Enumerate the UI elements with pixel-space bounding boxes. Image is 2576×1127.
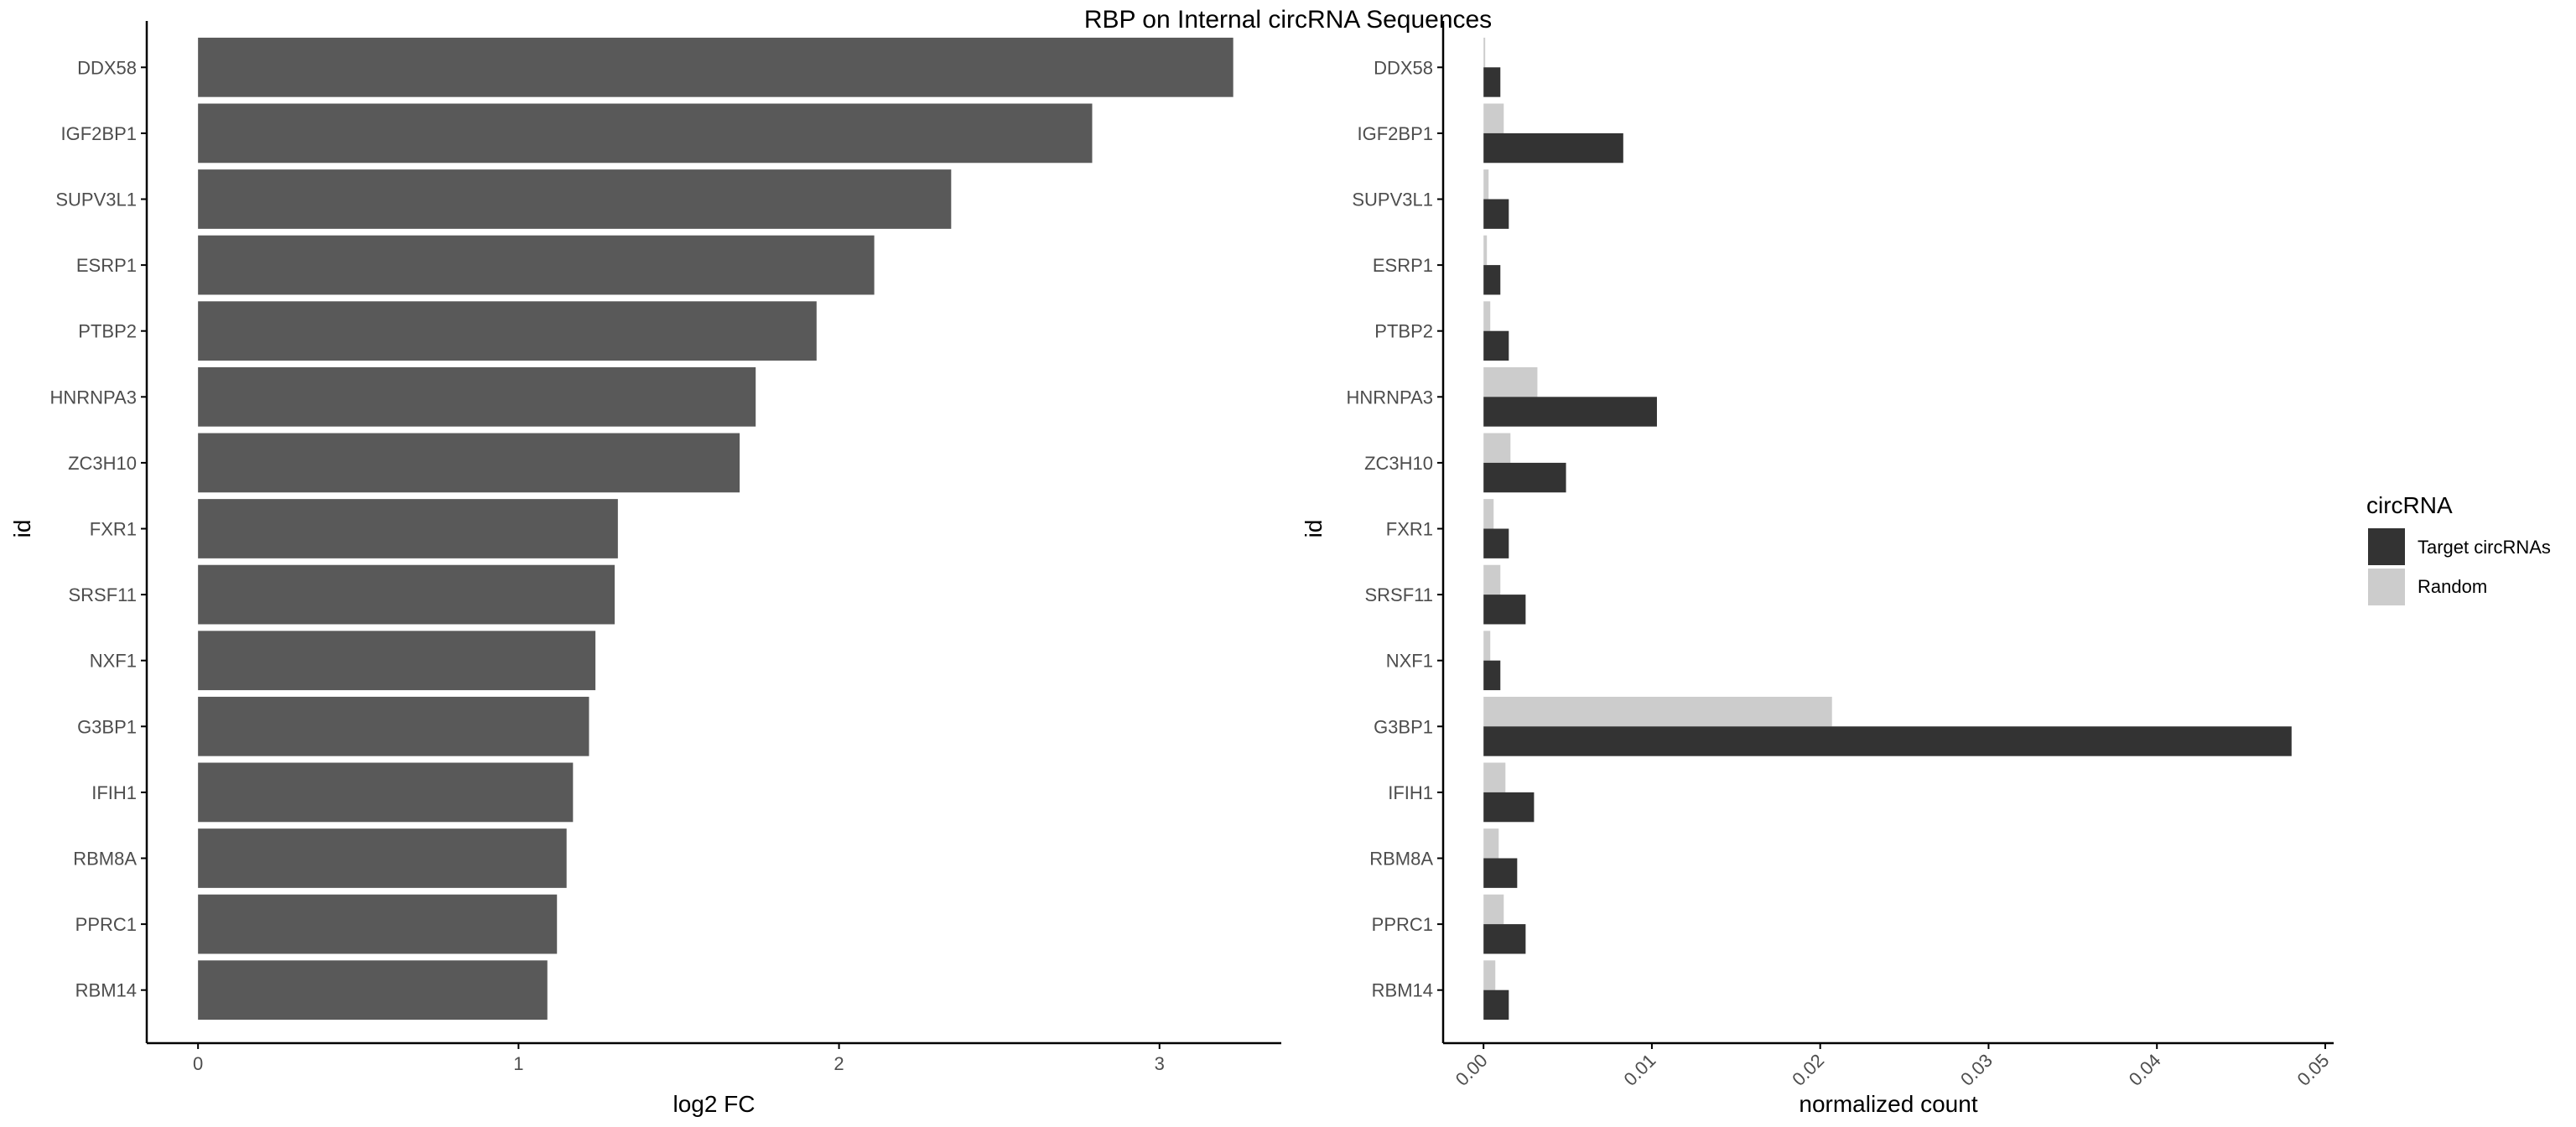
x-tick-label: 2 — [834, 1053, 844, 1074]
y-tick-label: HNRNPA3 — [1346, 387, 1433, 408]
x-tick-label: 1 — [513, 1053, 523, 1074]
bar-target — [1483, 660, 1501, 691]
bar — [198, 894, 558, 954]
bar-random — [1483, 235, 1488, 266]
x-tick-label: 0.01 — [1620, 1050, 1660, 1090]
bar-random — [1483, 960, 1496, 990]
y-tick-label: PTBP2 — [78, 321, 137, 342]
y-tick-label: ESRP1 — [76, 255, 137, 276]
y-tick-label: SRSF11 — [1364, 584, 1433, 605]
bar-random — [1483, 696, 1832, 727]
y-tick-label: RBM8A — [1369, 849, 1433, 870]
bar — [198, 301, 817, 361]
bar-target — [1483, 528, 1509, 558]
x-tick-label: 0.04 — [2125, 1050, 2165, 1090]
x-tick-label: 0.02 — [1788, 1050, 1828, 1090]
bar-random — [1483, 631, 1491, 661]
bar-target — [1483, 265, 1501, 295]
legend-label-target: Target circRNAs — [2418, 537, 2551, 558]
legend-key-target — [2368, 528, 2405, 565]
x-tick-label: 0 — [193, 1053, 203, 1074]
legend: circRNA Target circRNAs Random — [2366, 492, 2551, 605]
bar-random — [1483, 762, 1506, 792]
bar-target — [1483, 858, 1518, 888]
legend-label-random: Random — [2418, 576, 2487, 597]
y-tick-label: ZC3H10 — [1364, 453, 1433, 474]
y-tick-label: IGF2BP1 — [61, 123, 137, 144]
y-tick-label: PTBP2 — [1374, 321, 1433, 342]
bar-random — [1483, 564, 1501, 595]
y-tick-label: NXF1 — [90, 651, 137, 672]
y-tick-label: DDX58 — [1374, 57, 1433, 78]
bar-random — [1483, 433, 1511, 463]
bar-target — [1483, 330, 1509, 361]
x-tick-label: 0.03 — [1956, 1050, 1997, 1090]
y-tick-label: ZC3H10 — [68, 453, 137, 474]
y-tick-label: RBM14 — [1372, 980, 1433, 1001]
y-tick-label: HNRNPA3 — [49, 387, 137, 408]
y-tick-label: G3BP1 — [1374, 716, 1433, 737]
y-tick-label: IFIH1 — [91, 782, 137, 803]
legend-title: circRNA — [2366, 492, 2453, 518]
bar-target — [1483, 924, 1526, 954]
y-tick-label: PPRC1 — [1372, 914, 1433, 935]
bar-target — [1483, 132, 1623, 164]
bar — [198, 366, 756, 427]
bar-random — [1483, 169, 1489, 200]
bar — [198, 564, 615, 625]
y-tick-label: FXR1 — [90, 519, 137, 540]
bar-random — [1483, 103, 1504, 133]
y-tick-label: SUPV3L1 — [55, 190, 137, 210]
bar-random — [1483, 499, 1494, 529]
bar — [198, 37, 1233, 97]
bar — [198, 499, 618, 558]
log2fc-panel: DDX58 IGF2BP1 SUPV3L1 ESRP1 PTBP2 HNRNPA3 ZC3H… — [9, 21, 1281, 1117]
bar-target — [1483, 989, 1509, 1021]
bar — [198, 696, 589, 756]
y-tick-label: SRSF11 — [68, 584, 137, 605]
bar-target — [1483, 726, 2292, 756]
chart-title: RBP on Internal circRNA Sequences — [1084, 6, 1492, 34]
bar-random — [1483, 366, 1538, 397]
legend-key-random — [2368, 569, 2405, 605]
y-axis-title: id — [1301, 520, 1327, 538]
bar-target — [1483, 595, 1526, 625]
bar — [198, 433, 740, 493]
bar-random — [1483, 894, 1504, 925]
bar-target — [1483, 462, 1566, 493]
y-tick-label: PPRC1 — [75, 914, 137, 935]
y-tick-label: RBM8A — [73, 849, 137, 870]
y-tick-label: IFIH1 — [1388, 782, 1433, 803]
y-tick-label: ESRP1 — [1373, 255, 1433, 276]
y-tick-label: SUPV3L1 — [1352, 190, 1433, 210]
bar-random — [1483, 828, 1499, 859]
bar — [198, 169, 952, 229]
y-tick-label: G3BP1 — [77, 716, 137, 737]
bar — [198, 235, 875, 295]
bar-random — [1483, 301, 1491, 331]
bar-random — [1483, 37, 1486, 68]
bar-target — [1483, 397, 1657, 427]
y-tick-label: NXF1 — [1386, 651, 1433, 672]
bar — [198, 103, 1093, 164]
x-axis-title: log2 FC — [673, 1091, 755, 1117]
bar — [198, 762, 574, 823]
x-axis-title: normalized count — [1799, 1091, 1977, 1117]
y-tick-label: DDX58 — [77, 57, 137, 78]
y-tick-label: FXR1 — [1386, 519, 1433, 540]
x-tick-label: 0.00 — [1452, 1050, 1492, 1090]
y-tick-label: IGF2BP1 — [1358, 123, 1433, 144]
bar — [198, 631, 596, 691]
bar — [198, 828, 567, 888]
x-tick-label: 0.05 — [2293, 1050, 2334, 1090]
bar-target — [1483, 67, 1501, 97]
y-axis-title: id — [9, 520, 35, 538]
x-tick-label: 3 — [1155, 1053, 1165, 1074]
bar-target — [1483, 199, 1509, 229]
normalized-count-panel: DDX58 IGF2BP1 SUPV3L1 ESRP1 PTBP2 HNRNPA3 ZC3H… — [1301, 21, 2334, 1117]
bar — [198, 960, 548, 1021]
y-tick-label: RBM14 — [75, 980, 137, 1001]
bar-target — [1483, 792, 1535, 823]
